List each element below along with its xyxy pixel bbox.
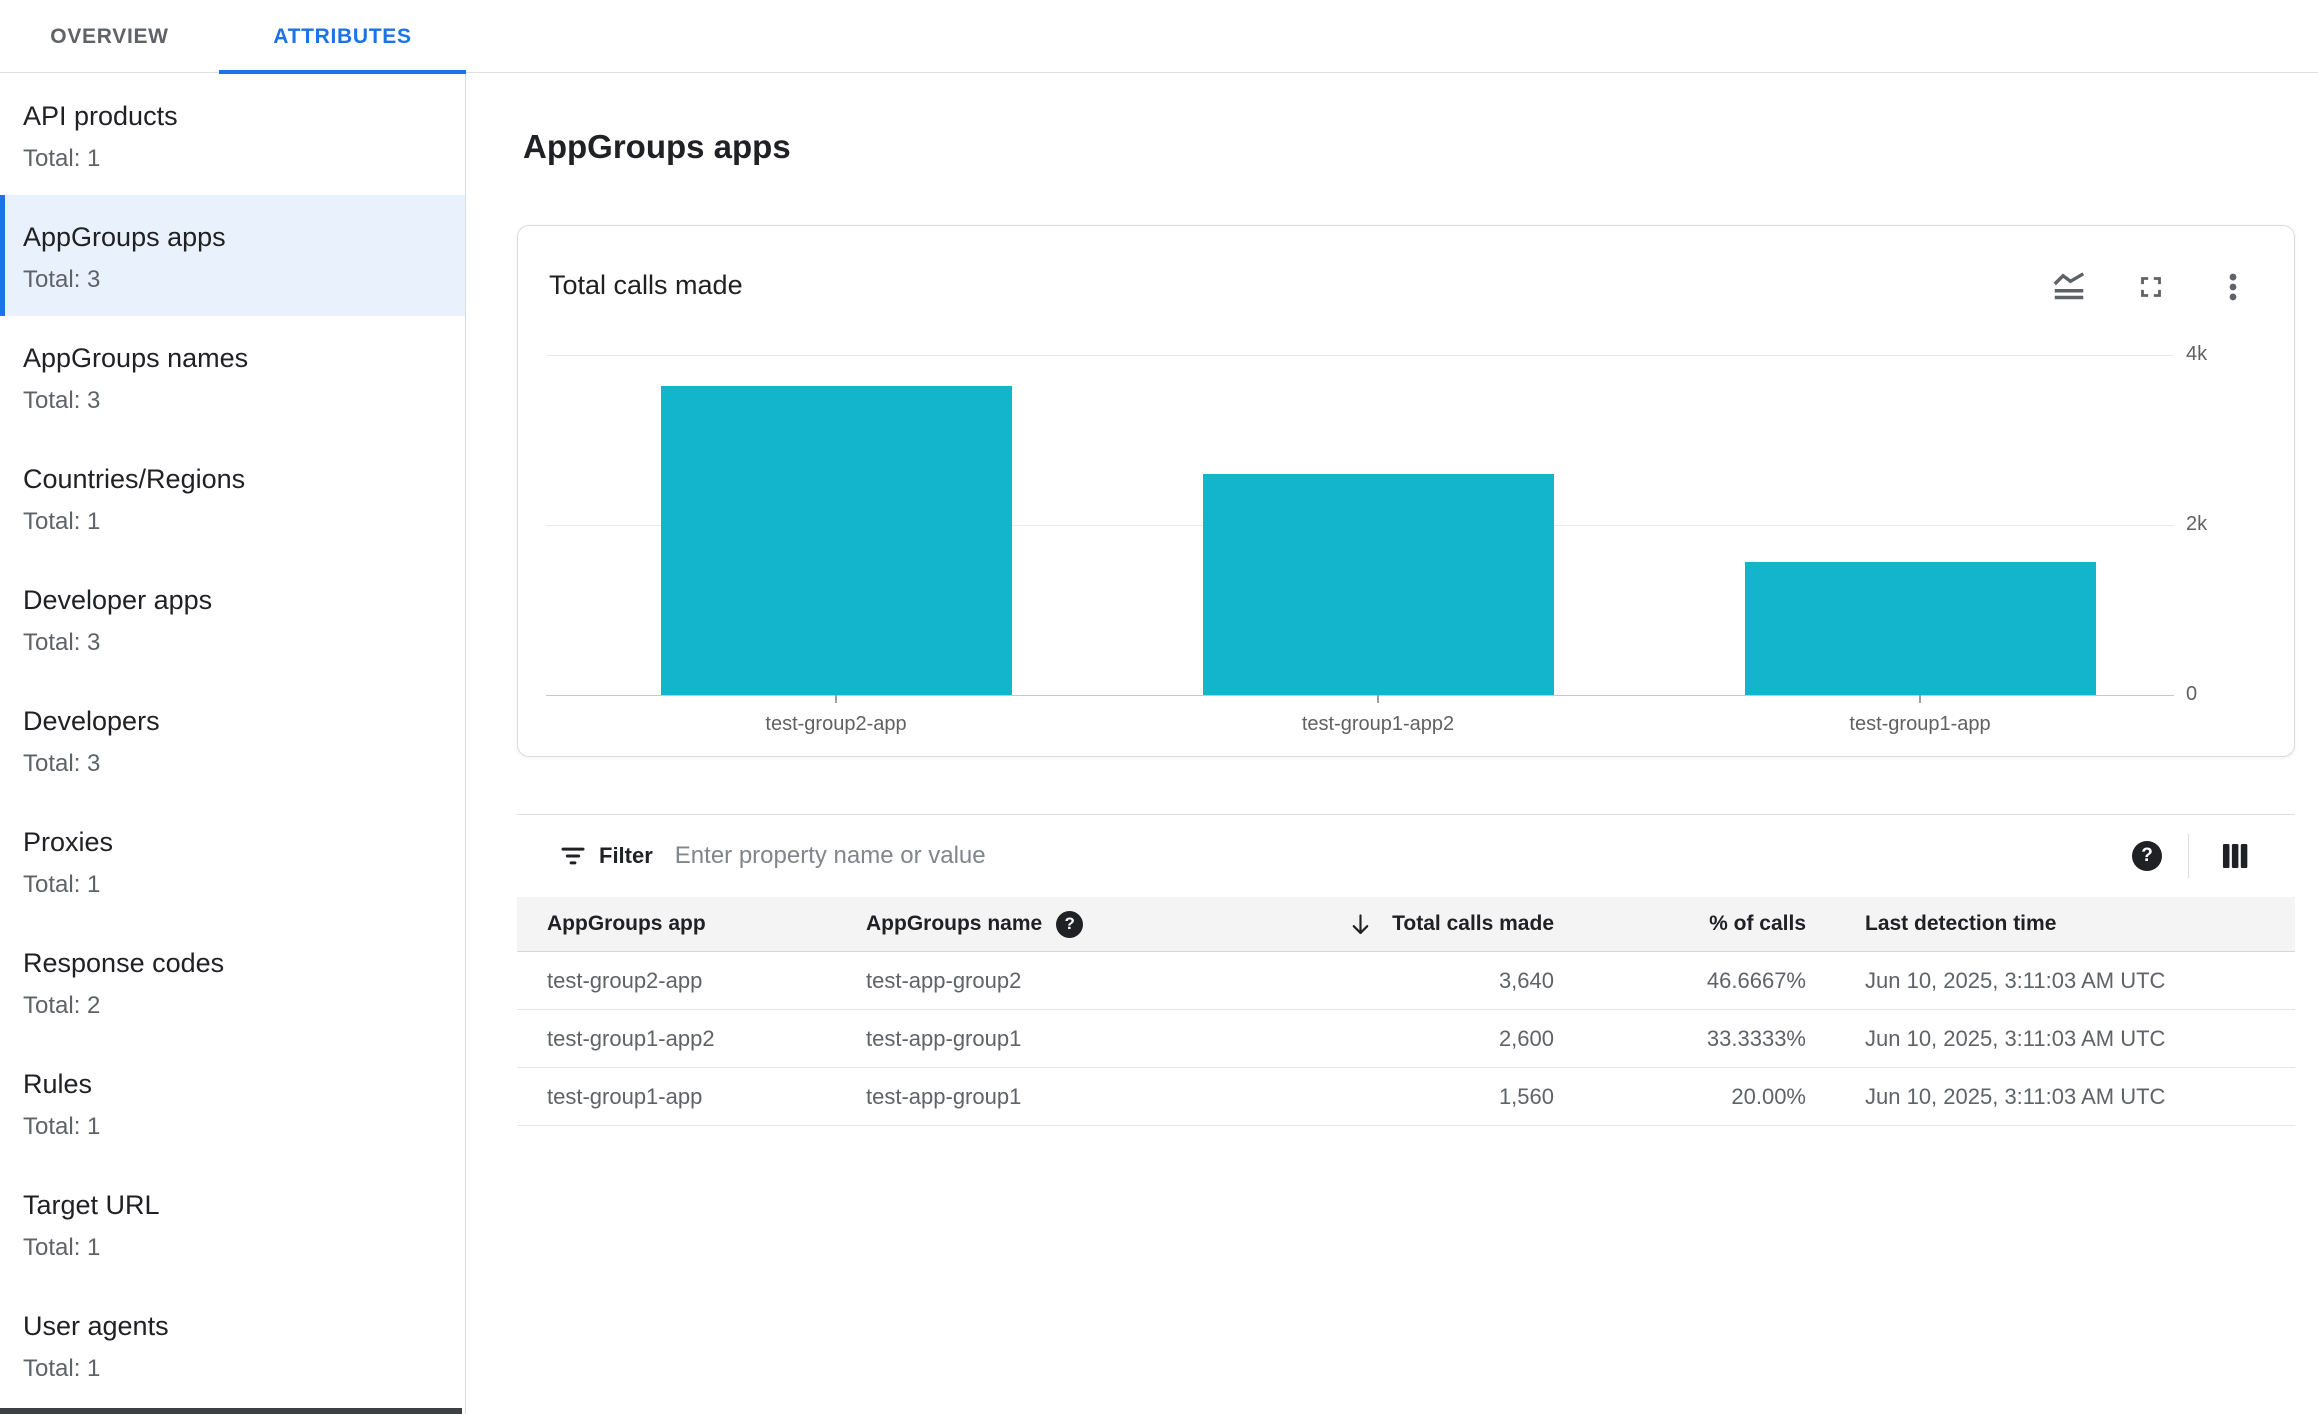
gridline-0 <box>546 695 2174 696</box>
cell-appgroups-name: test-app-group1 <box>866 1083 1022 1109</box>
sidebar-item-label: AppGroups apps <box>23 222 226 252</box>
sidebar-item-total: Total: 1 <box>23 508 101 535</box>
chart-toolbar <box>2050 268 2252 306</box>
x-axis-tick <box>835 695 837 703</box>
x-axis-label-test-group1-app2: test-group1-app2 <box>1301 713 1455 735</box>
sidebar-list: API products Total: 1 AppGroups apps Total:… <box>0 74 465 1405</box>
y-axis-label-2k: 2k <box>2186 513 2208 535</box>
col-header-pct-calls[interactable]: % of calls <box>1709 912 1806 935</box>
sidebar-item-label: Developers <box>23 706 160 736</box>
sidebar-item-label: AppGroups names <box>23 343 249 373</box>
sidebar-item-developers[interactable]: Developers Total: 3 <box>0 679 465 800</box>
col-header-appgroups-name[interactable]: AppGroups name ? <box>866 910 1317 938</box>
table-body: test-group2-app test-app-group2 3,640 46.66… <box>517 952 2295 1126</box>
y-axis-label-4k: 4k <box>2186 343 2208 365</box>
filter-input[interactable] <box>674 842 2132 870</box>
cell-appgroups-app: test-group2-app <box>547 967 703 993</box>
bar-test-group1-app[interactable] <box>1744 562 2096 695</box>
filter-list-icon <box>557 840 589 872</box>
cell-appgroups-app: test-group1-app <box>547 1083 703 1109</box>
sort-descending-icon <box>1347 911 1374 938</box>
x-axis-label-test-group1-app: test-group1-app <box>1849 713 1991 735</box>
cell-pct-calls: 46.6667% <box>1706 967 1806 993</box>
sidebar-item-total: Total: 1 <box>23 1113 101 1140</box>
filter-label: Filter <box>599 843 653 868</box>
filter-row: Filter ? <box>517 815 2295 897</box>
page-title: AppGroups apps <box>523 128 791 165</box>
bar-test-group1-app2[interactable] <box>1202 474 1554 695</box>
sidebar-item-appgroups-apps[interactable]: AppGroups apps Total: 3 <box>0 195 465 316</box>
x-axis-label-test-group2-app: test-group2-app <box>765 713 907 735</box>
tab-bar: OVERVIEW ATTRIBUTES <box>0 0 2318 74</box>
sidebar-item-total: Total: 1 <box>23 145 101 172</box>
table-row-test-group2-app[interactable]: test-group2-app test-app-group2 3,640 46.66… <box>517 952 2295 1010</box>
chart-type-icon[interactable] <box>2050 268 2088 306</box>
table-header-row: AppGroups app AppGroups name ? Total cal… <box>517 897 2295 952</box>
sidebar-item-proxies[interactable]: Proxies Total: 1 <box>0 800 465 921</box>
chart-title: Total calls made <box>549 270 743 300</box>
sidebar-item-total: Total: 1 <box>23 871 101 898</box>
sidebar-item-total: Total: 3 <box>23 750 101 777</box>
tab-overview[interactable]: OVERVIEW <box>0 0 219 73</box>
tab-attributes-label: ATTRIBUTES <box>273 24 412 48</box>
sidebar-item-label: Developer apps <box>23 585 213 615</box>
cell-total-calls: 3,640 <box>1498 967 1554 993</box>
sidebar-item-total: Total: 1 <box>23 1355 101 1382</box>
fullscreen-icon[interactable] <box>2132 268 2170 306</box>
block-divider <box>517 814 2295 815</box>
sidebar-item-label: Response codes <box>23 948 225 978</box>
sidebar-item-label: Rules <box>23 1069 93 1099</box>
column-settings-icon[interactable] <box>2215 836 2255 876</box>
sidebar-item-response-codes[interactable]: Response codes Total: 2 <box>0 921 465 1042</box>
col-header-total-calls[interactable]: Total calls made <box>1317 911 1554 938</box>
sidebar-item-countries-regions[interactable]: Countries/Regions Total: 1 <box>0 437 465 558</box>
active-tab-underline <box>219 70 466 74</box>
sidebar-scrollbar[interactable] <box>0 1408 462 1414</box>
sidebar-item-label: Proxies <box>23 827 114 857</box>
tab-attributes[interactable]: ATTRIBUTES <box>219 0 466 74</box>
sidebar-item-label: Countries/Regions <box>23 464 246 494</box>
cell-last-detection-time: Jun 10, 2025, 3:11:03 AM UTC <box>1865 967 2166 993</box>
sidebar-item-label: User agents <box>23 1311 169 1341</box>
table-row-test-group1-app[interactable]: test-group1-app test-app-group1 1,560 20.00… <box>517 1068 2295 1126</box>
sidebar-item-total: Total: 1 <box>23 1234 101 1261</box>
bar-test-group2-app[interactable] <box>660 386 1012 695</box>
sidebar-item-user-agents[interactable]: User agents Total: 1 <box>0 1284 465 1405</box>
col-header-last-detection[interactable]: Last detection time <box>1865 912 2057 935</box>
sidebar-item-total: Total: 3 <box>23 387 101 414</box>
sidebar-item-label: Target URL <box>23 1190 160 1220</box>
gridline-4k <box>546 355 2174 356</box>
filter-help-icon[interactable]: ? <box>2132 841 2162 871</box>
sidebar-item-appgroups-names[interactable]: AppGroups names Total: 3 <box>0 316 465 437</box>
x-axis-tick <box>1919 695 1921 703</box>
tab-overview-label: OVERVIEW <box>50 24 169 48</box>
cell-total-calls: 2,600 <box>1498 1025 1554 1051</box>
table-row-test-group1-app2[interactable]: test-group1-app2 test-app-group1 2,600 33.3… <box>517 1010 2295 1068</box>
sidebar-item-api-products[interactable]: API products Total: 1 <box>0 74 465 195</box>
sidebar-item-target-url[interactable]: Target URL Total: 1 <box>0 1163 465 1284</box>
chart-card: Total calls made 4k 2k 0 test-group2-app tes… <box>517 225 2295 757</box>
cell-last-detection-time: Jun 10, 2025, 3:11:03 AM UTC <box>1865 1025 2166 1051</box>
sidebar-item-total: Total: 3 <box>23 266 101 293</box>
more-vert-icon[interactable] <box>2214 268 2252 306</box>
cell-last-detection-time: Jun 10, 2025, 3:11:03 AM UTC <box>1865 1083 2166 1109</box>
cell-appgroups-name: test-app-group1 <box>866 1025 1022 1051</box>
filter-divider <box>2188 834 2189 878</box>
sidebar-item-rules[interactable]: Rules Total: 1 <box>0 1042 465 1163</box>
cell-appgroups-name: test-app-group2 <box>866 967 1022 993</box>
sidebar-item-label: API products <box>23 101 178 131</box>
col-header-appgroups-app[interactable]: AppGroups app <box>547 912 706 935</box>
sidebar-item-total: Total: 2 <box>23 992 101 1019</box>
cell-pct-calls: 33.3333% <box>1706 1025 1806 1051</box>
y-axis-label-0: 0 <box>2186 683 2198 705</box>
appgroups-table: AppGroups app AppGroups name ? Total cal… <box>517 897 2295 1126</box>
sidebar-item-total: Total: 3 <box>23 629 101 656</box>
attributes-sidebar: API products Total: 1 AppGroups apps Total:… <box>0 74 466 1414</box>
cell-total-calls: 1,560 <box>1498 1083 1554 1109</box>
cell-appgroups-app: test-group1-app2 <box>547 1025 715 1051</box>
cell-pct-calls: 20.00% <box>1731 1083 1806 1109</box>
appgroups-name-help-icon[interactable]: ? <box>1056 910 1084 938</box>
x-axis-tick <box>1377 695 1379 703</box>
sidebar-item-developer-apps[interactable]: Developer apps Total: 3 <box>0 558 465 679</box>
